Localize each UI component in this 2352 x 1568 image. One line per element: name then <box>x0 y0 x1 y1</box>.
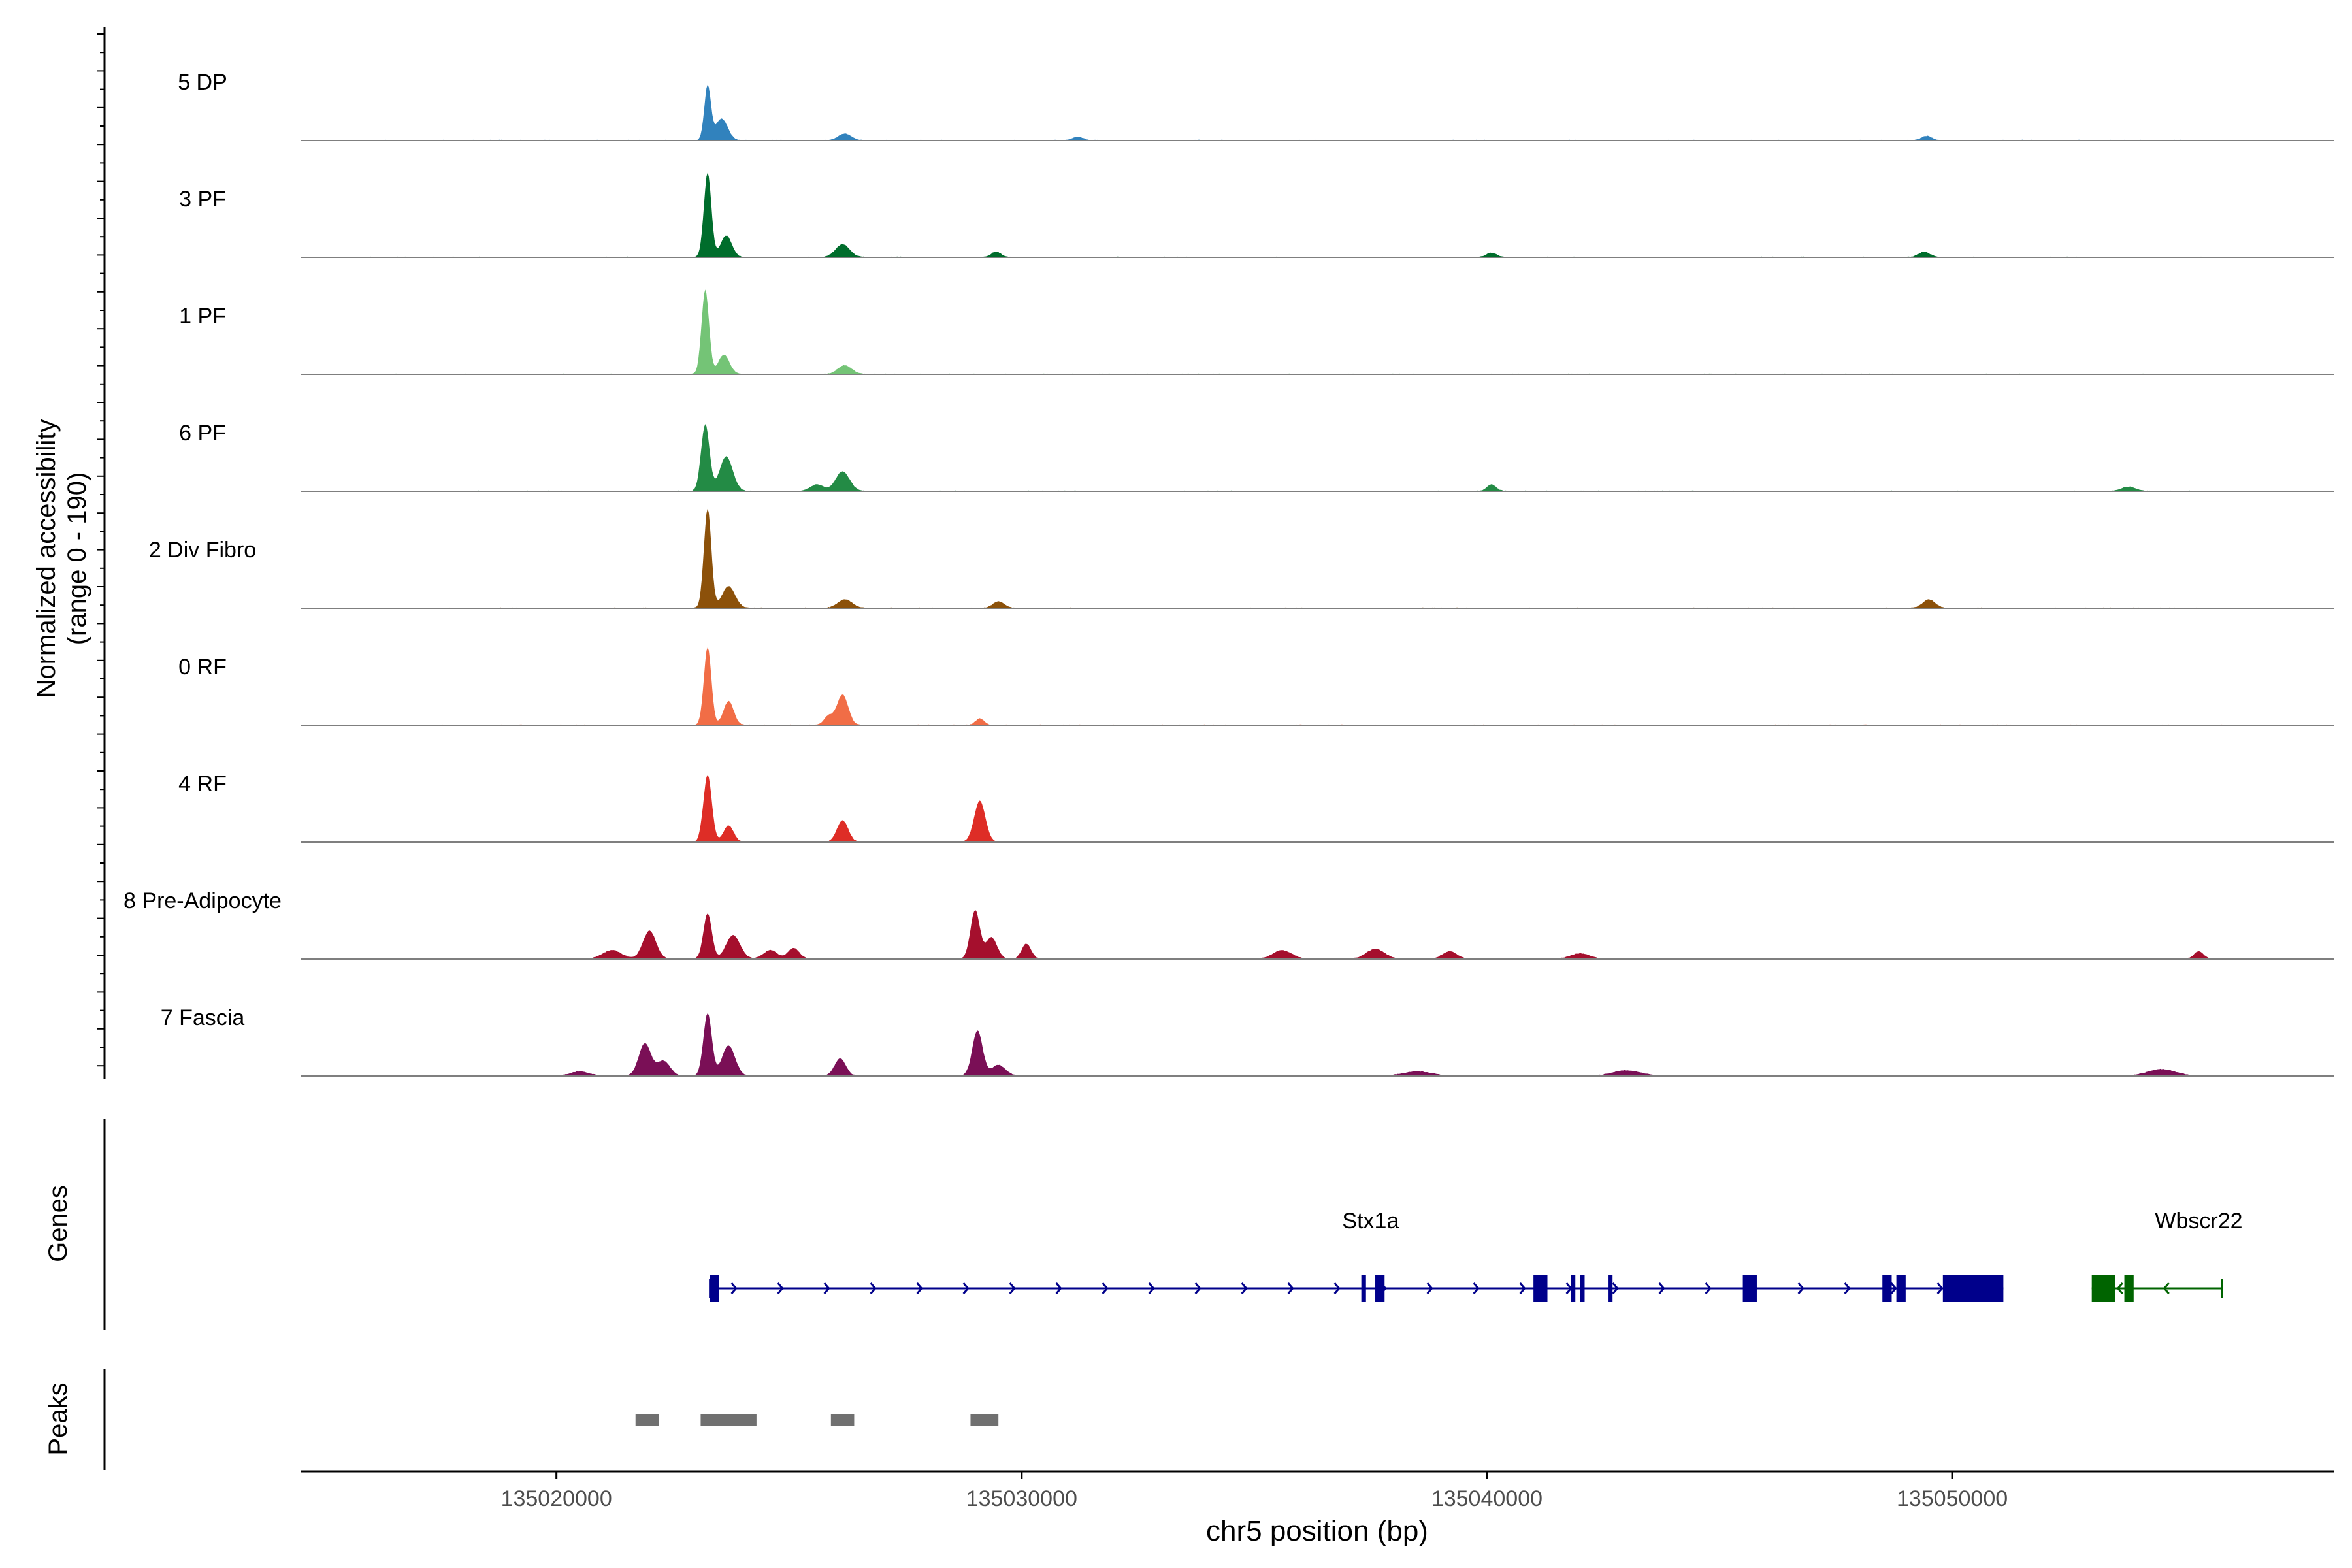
strand-arrow <box>1194 1282 1201 1294</box>
exon <box>1882 1275 1892 1302</box>
track-1-pf: 1 PF <box>179 289 2334 375</box>
strand-arrow <box>1426 1282 1433 1294</box>
exon <box>2124 1275 2134 1302</box>
strand-arrow <box>1148 1282 1155 1294</box>
exon <box>1580 1275 1585 1302</box>
strand-arrow <box>1797 1282 1805 1294</box>
strand-arrow <box>1055 1282 1062 1294</box>
x-axis-ticks: 135020000 135030000 135040000 135050000 <box>501 1471 2008 1511</box>
gene-annotations: Stx1a Wbscr22 <box>709 1209 2243 1302</box>
peak-region <box>700 1414 757 1426</box>
strand-arrow <box>730 1282 738 1294</box>
strand-arrow <box>1241 1282 1248 1294</box>
exon <box>1533 1275 1548 1302</box>
peak-region <box>830 1414 855 1426</box>
x-tick-label: 135050000 <box>1897 1486 2008 1511</box>
track-label: 3 PF <box>179 187 226 212</box>
exon <box>710 1275 719 1302</box>
exon <box>1942 1275 2004 1302</box>
track-2-div-fibro: 2 Div Fibro <box>149 508 2334 609</box>
x-tick-label: 135030000 <box>966 1486 1077 1511</box>
track-label: 1 PF <box>179 304 226 329</box>
strand-arrow <box>1473 1282 1480 1294</box>
gene-stx1a: Stx1a <box>709 1209 2004 1302</box>
track-label: 8 Pre-Adipocyte <box>123 889 282 913</box>
strand-arrow <box>2116 1282 2123 1294</box>
strand-arrow <box>916 1282 923 1294</box>
exon <box>1896 1275 1906 1302</box>
peaks-panel-label: Peaks <box>44 1382 73 1455</box>
peak-region <box>970 1414 999 1426</box>
exon <box>1742 1275 1757 1302</box>
strand-arrow <box>870 1282 877 1294</box>
track-4-rf: 4 RF <box>178 772 2334 843</box>
strand-arrow <box>1658 1282 1665 1294</box>
gene-label: Stx1a <box>1342 1209 1399 1233</box>
track-0-rf: 0 RF <box>178 647 2334 726</box>
peak-region <box>635 1414 659 1426</box>
track-3-pf: 3 PF <box>179 172 2334 258</box>
strand-arrow <box>1287 1282 1294 1294</box>
peak-regions <box>635 1414 999 1426</box>
gene-wbscr22: Wbscr22 <box>2091 1209 2243 1302</box>
x-tick-label: 135020000 <box>501 1486 612 1511</box>
track-label: 5 DP <box>178 70 227 95</box>
y-axis-label-line2: (range 0 - 190) <box>63 472 91 645</box>
strand-arrow <box>823 1282 830 1294</box>
coverage-y-ticks <box>97 33 105 1067</box>
strand-arrow <box>1705 1282 1712 1294</box>
strand-arrow <box>2163 1282 2170 1294</box>
x-axis-label: chr5 position (bp) <box>1206 1515 1428 1547</box>
track-8-pre-adipocyte: 8 Pre-Adipocyte <box>123 889 2334 960</box>
track-7-fascia: 7 Fascia <box>161 1005 2334 1077</box>
track-label: 7 Fascia <box>161 1005 245 1030</box>
strand-arrow <box>962 1282 970 1294</box>
x-tick-label: 135040000 <box>1431 1486 1543 1511</box>
track-label: 6 PF <box>179 421 226 446</box>
exon <box>2091 1275 2115 1302</box>
track-label: 0 RF <box>178 655 227 679</box>
track-label: 4 RF <box>178 772 227 796</box>
strand-arrow <box>777 1282 784 1294</box>
gene-label: Wbscr22 <box>2155 1209 2242 1233</box>
strand-arrow <box>1009 1282 1016 1294</box>
exon <box>1375 1275 1385 1302</box>
track-label: 2 Div Fibro <box>149 538 256 563</box>
exon <box>1571 1275 1576 1302</box>
coverage-tracks: 5 DP 3 PF 1 PF 6 PF 2 Div Fibro 0 RF 4 RF 8 Pre… <box>123 70 2334 1077</box>
strand-arrow <box>1102 1282 1109 1294</box>
strand-arrow <box>1936 1282 1944 1294</box>
strand-arrow <box>1844 1282 1851 1294</box>
strand-arrow <box>1890 1282 1897 1294</box>
strand-arrow <box>1519 1282 1526 1294</box>
strand-arrow <box>1333 1282 1341 1294</box>
exon <box>1361 1275 1366 1302</box>
track-6-pf: 6 PF <box>179 421 2334 492</box>
genes-panel-label: Genes <box>44 1185 73 1262</box>
strand-arrow <box>1612 1282 1619 1294</box>
y-axis-label-line1: Normalized accessibility <box>32 419 61 698</box>
exon <box>1608 1275 1613 1302</box>
track-5-dp: 5 DP <box>178 70 2334 141</box>
